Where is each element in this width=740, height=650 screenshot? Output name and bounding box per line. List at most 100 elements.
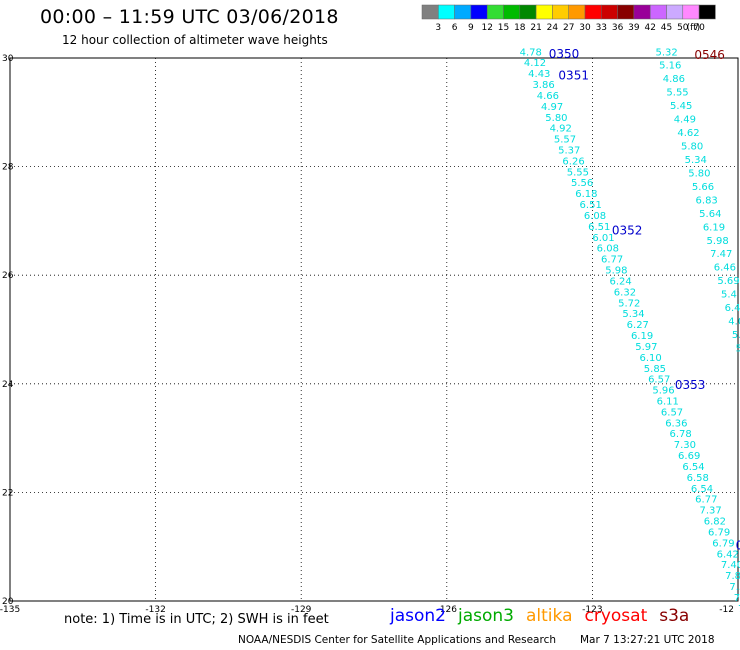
legend-label: 70: [693, 23, 705, 33]
wave-height-label: 5.96: [652, 386, 674, 397]
wave-height-label: 7.05: [738, 604, 740, 615]
wave-height-label: 5.56: [571, 178, 593, 189]
legend-label: 12: [481, 23, 492, 33]
legend-label: 21: [530, 23, 541, 33]
wave-height-label: 6.51: [588, 222, 610, 233]
wave-height-label: 6.10: [640, 353, 662, 364]
wave-height-label: 5.16: [659, 61, 681, 72]
wave-height-label: 7.85: [725, 571, 740, 582]
wave-height-label: 5.72: [618, 298, 640, 309]
wave-height-label: 6.01: [592, 233, 614, 244]
wave-height-label: 6.11: [657, 397, 679, 408]
wave-height-label: 5.45: [670, 101, 692, 112]
tick-label-lat: 26: [2, 271, 14, 281]
wave-height-label: 6.08: [584, 211, 606, 222]
legend-label: 6: [452, 23, 458, 33]
legend-swatch: [698, 4, 716, 20]
wave-height-label: 5.34: [622, 309, 644, 320]
wave-height-label: 6.27: [627, 320, 649, 331]
wave-height-label: 5.97: [635, 342, 657, 353]
tick-label-lon: -132: [145, 605, 165, 615]
wave-height-label: 6.08: [597, 244, 619, 255]
wave-height-label: 5.55: [666, 88, 688, 99]
wave-height-label: 4.86: [663, 74, 685, 85]
wave-height-label: 5.4: [721, 290, 737, 301]
mission-jason2: jason2: [390, 606, 446, 626]
wave-height-label: 6.51: [580, 200, 602, 211]
wave-height-label: 6.42: [717, 549, 739, 560]
wave-height-label: 6.54: [682, 462, 704, 473]
chart-title: 00:00 – 11:59 UTC 03/06/2018: [40, 6, 339, 28]
tick-label-lat: 30: [2, 54, 14, 64]
wave-height-label: 5.80: [688, 168, 710, 179]
wave-height-label: 7.13: [734, 593, 740, 604]
wave-height-label: 5.34: [685, 155, 707, 166]
legend-label: 27: [563, 23, 574, 33]
wave-height-label: 6.26: [562, 156, 584, 167]
tick-label-lat: 28: [2, 163, 14, 173]
wave-height-label: 6.24: [610, 276, 632, 287]
pass-time-label: 0352: [612, 223, 643, 237]
wave-height-label: 5.32: [655, 47, 677, 58]
tick-label-lat: 22: [2, 488, 13, 498]
wave-height-label: 6.4: [725, 303, 740, 314]
legend-unit: (ft): [687, 23, 701, 33]
legend-label: 50: [677, 23, 689, 33]
wave-height-label: 6.57: [648, 375, 670, 386]
wave-height-label: 5.98: [605, 266, 627, 277]
legend-label: 15: [498, 23, 509, 33]
wave-height-label: 7.30: [674, 440, 696, 451]
wave-height-label: 6.77: [601, 255, 623, 266]
wave-height-label: 6.69: [678, 451, 700, 462]
wave-height-label: 4.49: [674, 115, 696, 126]
wave-height-label: 5.: [736, 343, 740, 354]
legend-label: 18: [514, 23, 526, 33]
wave-height-label: 6.82: [704, 517, 726, 528]
pass-time-label: 0350: [549, 47, 580, 61]
mission-altika: altika: [526, 606, 573, 626]
wave-height-label: 5.80: [681, 142, 703, 153]
generated-timestamp: Mar 7 13:27:21 UTC 2018: [580, 634, 715, 646]
tick-label-lon: -12: [719, 605, 734, 615]
wave-height-label: 5.: [732, 330, 740, 341]
legend-label: 36: [612, 23, 624, 33]
wave-height-label: 6.19: [703, 222, 725, 233]
wave-height-label: 4.12: [524, 58, 546, 69]
wave-height-label: 6.46: [714, 263, 736, 274]
wave-height-label: 5.66: [692, 182, 714, 193]
wave-height-label: 5.57: [554, 135, 576, 146]
tick-label-lon: -135: [0, 605, 20, 615]
wave-height-label: 6.79: [708, 527, 730, 538]
tick-label-lon: -129: [291, 605, 312, 615]
wave-height-label: 4.62: [677, 128, 699, 139]
wave-height-label: 5.37: [558, 146, 580, 157]
wave-height-label: 6.18: [575, 189, 597, 200]
wave-height-label: 6.77: [695, 495, 717, 506]
legend-label: 30: [579, 23, 591, 33]
wave-height-label: 7.37: [699, 506, 721, 517]
credit-text: NOAA/NESDIS Center for Satellite Applica…: [238, 634, 556, 646]
pass-time-label: 0546: [694, 48, 725, 62]
mission-cryosat: cryosat: [584, 606, 648, 626]
pass-time-label: 0: [736, 538, 740, 552]
legend-label: 3: [435, 23, 441, 33]
wave-height-label: 6.54: [691, 484, 713, 495]
legend-label: 39: [628, 23, 640, 33]
wave-height-label: 7.57: [729, 582, 740, 593]
footer-note: note: 1) Time is in UTC; 2) SWH is in fe…: [64, 612, 329, 627]
wave-height-label: 4.97: [541, 102, 563, 113]
pass-time-label: 0353: [675, 378, 706, 392]
wave-height-label: 5.85: [644, 364, 666, 375]
color-legend: 3 6 9 12 15 18 21 24 27 30 33 36 39 42 45 50 70(ft): [421, 4, 716, 33]
wave-height-label: 6.19: [631, 331, 653, 342]
wave-height-label: 4.92: [550, 124, 572, 135]
mission-legend: jason2 jason3 altika cryosat s3a: [390, 606, 701, 626]
tick-label-lon: -123: [582, 605, 602, 615]
tick-label-lat: 24: [2, 380, 14, 390]
wave-height-label: 6.36: [665, 418, 687, 429]
wave-height-label: 6.83: [696, 195, 718, 206]
wave-height-label: 6.32: [614, 287, 636, 298]
wave-height-label: 4.66: [537, 91, 559, 102]
wave-height-label: 3.86: [532, 80, 554, 91]
wave-height-label: 6.57: [661, 407, 683, 418]
